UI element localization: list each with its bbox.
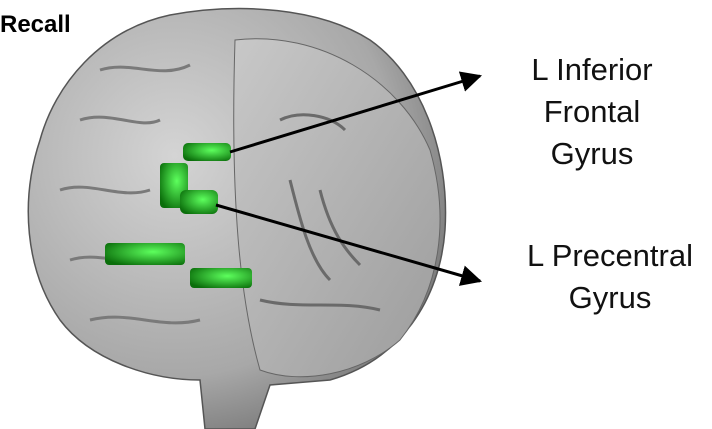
figure: Recall L Inferior Frontal Gyrus L Precen… [0,0,712,429]
brain [28,9,445,429]
label-line: L Precentral [527,238,693,273]
title: Recall [0,11,71,38]
activation-blob [183,143,231,161]
activation-blob [105,243,185,265]
label-line: Frontal [544,94,640,129]
label-line: Gyrus [551,136,634,171]
label-line: Gyrus [569,280,652,315]
activation-blob [190,268,252,288]
label-line: L Inferior [531,52,652,87]
activation-blob [180,190,218,214]
